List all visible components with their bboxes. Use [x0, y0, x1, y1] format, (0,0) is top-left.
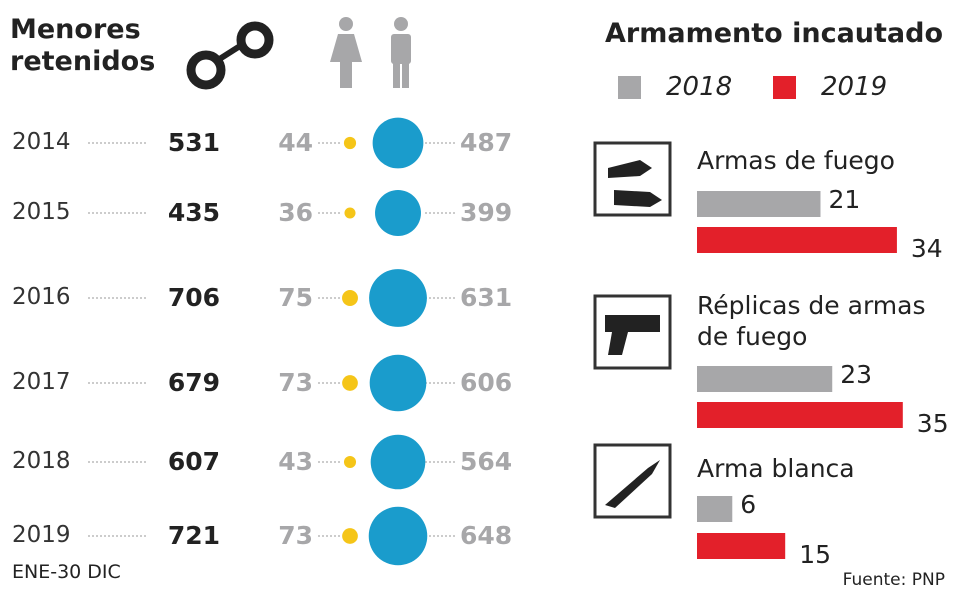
legend-swatch [618, 76, 641, 99]
female-value: 73 [278, 368, 313, 397]
female-value: 44 [278, 128, 313, 157]
year-label: 2014 [12, 129, 71, 155]
male-bubble [375, 190, 421, 236]
bar-value-label: 34 [910, 234, 943, 263]
male-value: 631 [460, 283, 513, 312]
total-value: 607 [167, 447, 220, 476]
male-value: 606 [460, 368, 513, 397]
category-label: Réplicas de armas de fuego [697, 291, 926, 352]
male-bubble [368, 506, 428, 566]
bar [697, 496, 733, 522]
legend-label: 2019 [821, 72, 888, 102]
total-value: 706 [167, 283, 220, 312]
bar-value-label: 23 [840, 360, 873, 389]
bar [697, 366, 833, 392]
year-label: 2018 [12, 448, 71, 474]
weapon-glyphs [605, 160, 662, 508]
female-dot [342, 528, 358, 544]
legend-label: 2018 [666, 72, 733, 102]
male-value: 648 [460, 521, 513, 550]
male-value: 399 [460, 198, 513, 227]
category-label: Armas de fuego [697, 146, 895, 175]
total-value: 435 [167, 198, 220, 227]
male-bubble [369, 269, 427, 327]
bar [697, 227, 897, 253]
year-label: 2017 [12, 369, 71, 395]
weapon-icons [593, 141, 672, 519]
female-dot [343, 455, 357, 469]
female-value: 43 [278, 447, 313, 476]
legend-swatch [773, 76, 796, 99]
female-value: 75 [278, 283, 313, 312]
male-value: 564 [460, 447, 513, 476]
bar [697, 402, 903, 428]
handcuffs-icon [186, 21, 274, 90]
male-bubble [370, 434, 426, 490]
gender-icons [330, 17, 411, 88]
total-value: 679 [167, 368, 220, 397]
female-dot [343, 136, 357, 150]
total-value: 721 [167, 521, 220, 550]
bar-value-label: 21 [828, 185, 861, 214]
bar-value-label: 35 [916, 409, 949, 438]
year-label: 2019 [12, 522, 71, 548]
female-dot [342, 290, 358, 306]
total-value: 531 [167, 128, 220, 157]
female-dot [344, 207, 356, 219]
bar [697, 191, 821, 217]
bar-value-label: 6 [740, 490, 757, 519]
category-label: Arma blanca [697, 454, 855, 483]
bar [697, 533, 786, 559]
female-dot [342, 375, 358, 391]
female-value: 73 [278, 521, 313, 550]
male-bubble [369, 354, 427, 412]
year-label: 2016 [12, 284, 71, 310]
male-bubble [372, 117, 424, 169]
female-value: 36 [278, 198, 313, 227]
chart-title: Armamento incautado [605, 18, 944, 49]
chart-title: Menores retenidos [10, 14, 156, 78]
year-label: 2015 [12, 199, 71, 225]
male-value: 487 [460, 128, 513, 157]
bar-value-label: 15 [799, 540, 831, 569]
note: ENE-30 DIC [12, 561, 121, 583]
source: Fuente: PNP [842, 570, 945, 590]
